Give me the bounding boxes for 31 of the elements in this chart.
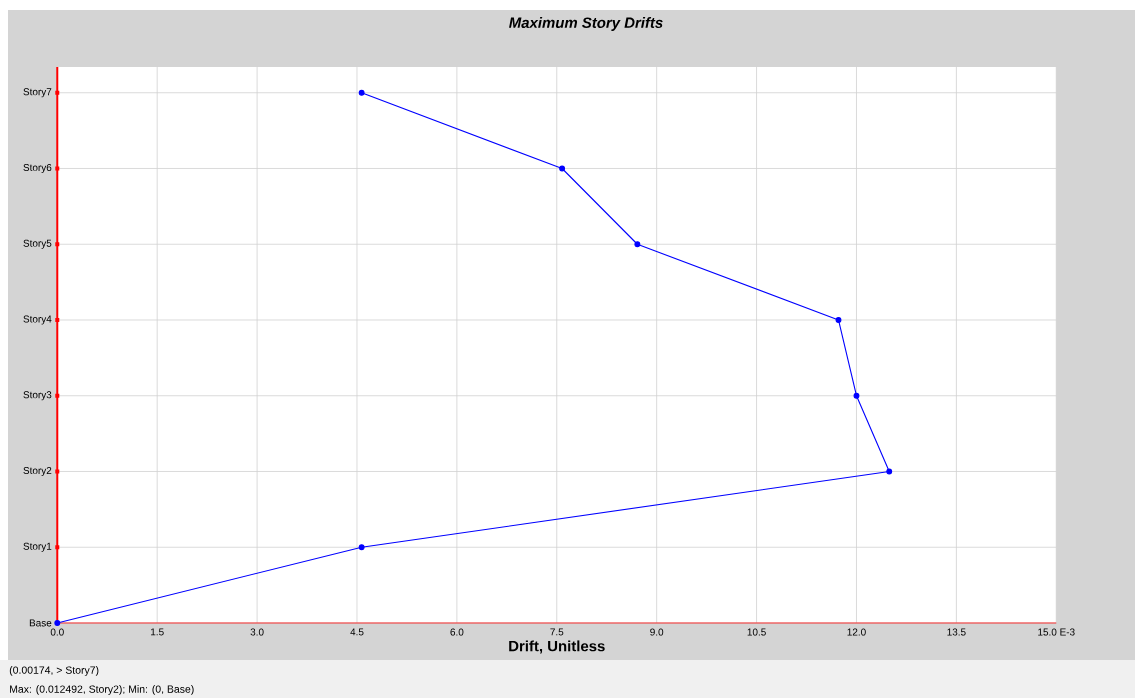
y-tick-label: Story4: [23, 315, 52, 325]
x-tick-label: 4.5: [350, 628, 364, 636]
point: [54, 620, 61, 626]
y-tick-label: Story2: [23, 466, 52, 476]
x-tick-label: 1.5: [151, 628, 164, 636]
point: [358, 89, 365, 96]
x-tick-label: 3.0: [250, 628, 264, 636]
x-tick-label: 15.0 E-3: [1038, 628, 1075, 636]
y-tick-label: Story3: [23, 391, 52, 401]
x-tick-label: 0.0: [50, 628, 64, 636]
x-tick-label: 7.5: [550, 628, 564, 636]
x-tick-label: 12.0: [847, 628, 866, 636]
x-tick-label: 10.5: [747, 628, 766, 636]
text: Max: (0.012492, Story2); Min: (0, Base): [10, 685, 194, 695]
point: [358, 544, 365, 551]
point: [634, 241, 641, 248]
y-tick-label: Story6: [23, 163, 52, 173]
point: [853, 392, 860, 399]
text: (0.00174, > Story7): [9, 666, 99, 676]
chart-title: Maximum Story Drifts: [509, 17, 663, 31]
x-axis-title: Drift, Unitless: [509, 640, 605, 654]
point: [835, 317, 842, 323]
point: [886, 468, 893, 475]
y-tick-label: Base: [29, 619, 52, 627]
x-tick-label: 6.0: [450, 628, 464, 636]
y-tick-label: Story1: [23, 542, 52, 552]
y-tick-label: Story5: [23, 239, 52, 249]
y-tick-label: Story7: [23, 88, 52, 98]
x-tick-label: 9.0: [650, 628, 664, 636]
x-tick-label: 13.5: [947, 628, 966, 636]
point: [559, 165, 566, 172]
